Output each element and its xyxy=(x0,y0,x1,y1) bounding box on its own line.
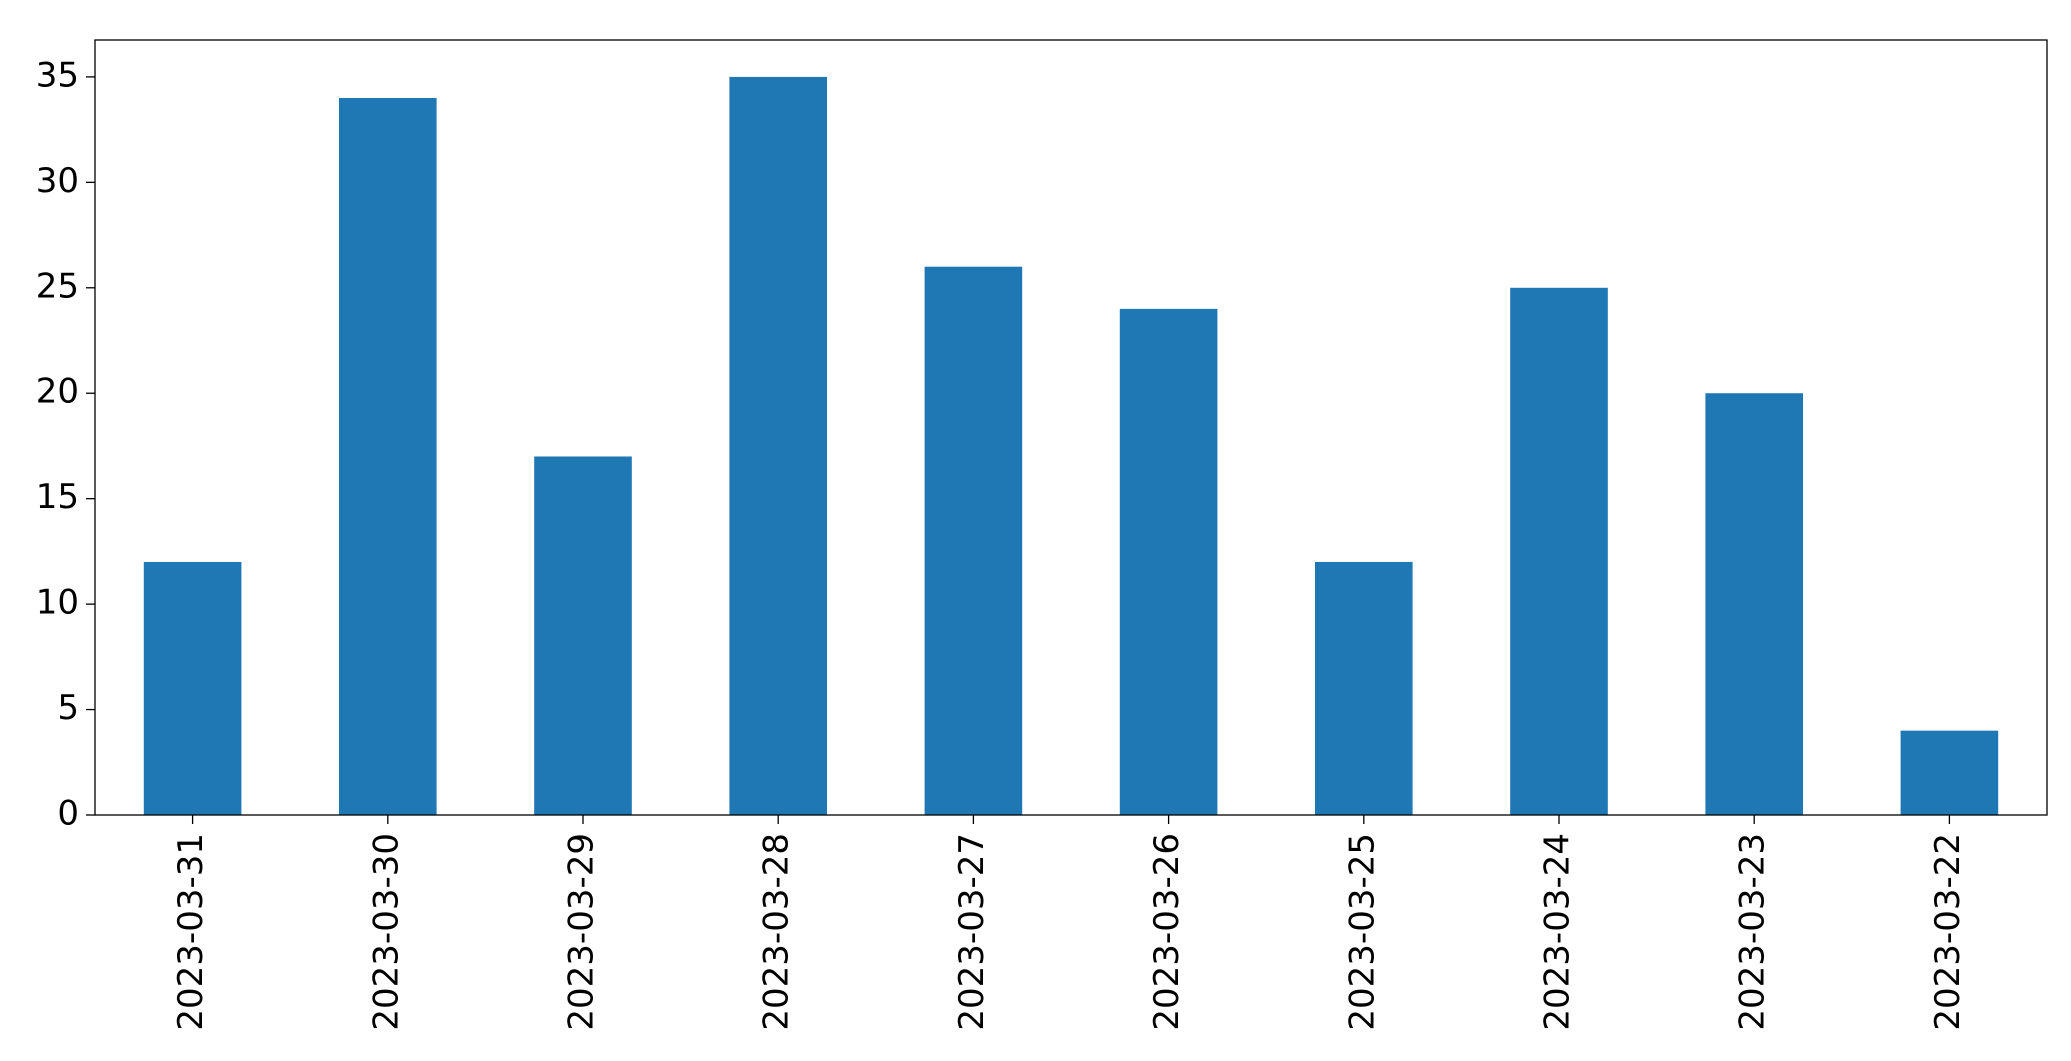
bar xyxy=(1315,561,1413,815)
y-tick-label: 20 xyxy=(36,372,79,412)
bar xyxy=(1705,393,1803,815)
x-tick-label: 2023-03-23 xyxy=(1733,833,1773,1031)
bar xyxy=(534,456,632,815)
bar xyxy=(729,76,827,815)
bar xyxy=(339,97,437,816)
x-tick-label: 2023-03-27 xyxy=(952,833,992,1031)
y-tick-label: 35 xyxy=(36,55,79,95)
bar xyxy=(1900,730,1999,815)
axes-frame xyxy=(94,39,2048,816)
bar xyxy=(924,266,1023,815)
y-tick-label: 25 xyxy=(36,266,79,306)
bar xyxy=(143,561,242,815)
y-tick-label: 15 xyxy=(36,477,79,517)
bar xyxy=(1119,308,1218,815)
bar xyxy=(1510,287,1608,815)
x-tick-label: 2023-03-28 xyxy=(757,833,797,1031)
x-tick-label: 2023-03-29 xyxy=(562,833,602,1031)
y-tick-label: 30 xyxy=(36,161,79,201)
y-tick-label: 5 xyxy=(57,688,79,728)
x-tick-label: 2023-03-22 xyxy=(1928,833,1968,1031)
x-tick-label: 2023-03-24 xyxy=(1538,833,1578,1031)
y-tick-label: 0 xyxy=(57,794,79,834)
x-tick-label: 2023-03-26 xyxy=(1147,833,1187,1031)
x-tick-label: 2023-03-30 xyxy=(366,833,406,1031)
x-tick-label: 2023-03-25 xyxy=(1342,833,1382,1031)
x-tick-label: 2023-03-31 xyxy=(171,833,211,1031)
y-tick-label: 10 xyxy=(36,583,79,623)
